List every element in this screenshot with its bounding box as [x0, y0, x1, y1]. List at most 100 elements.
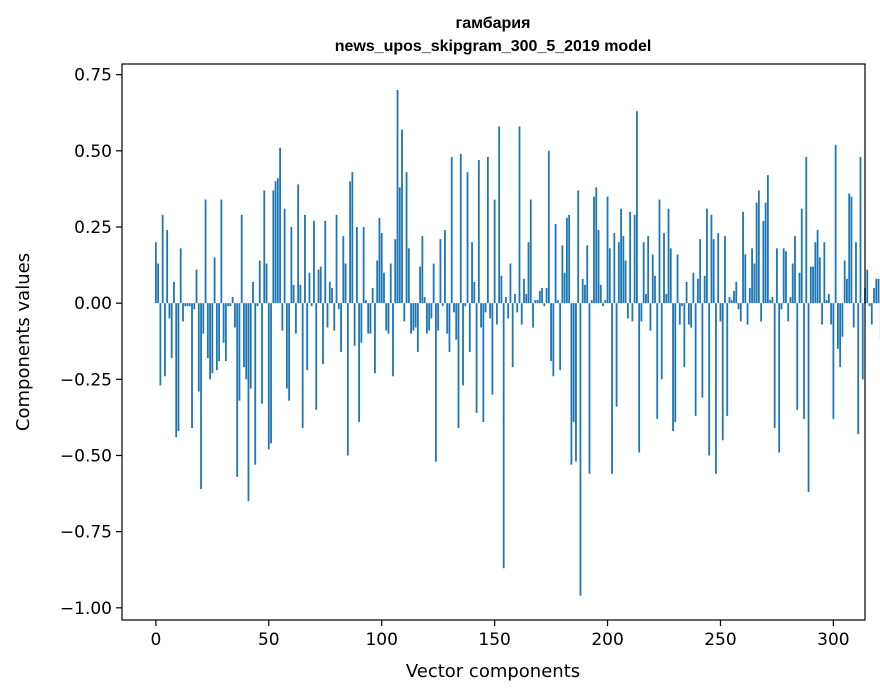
bar-component-15	[188, 303, 191, 307]
bar-component-113	[410, 303, 412, 334]
bar-component-167	[532, 303, 534, 328]
bar-component-150	[493, 199, 496, 304]
bar-component-298	[827, 294, 830, 304]
bar-component-216	[642, 242, 645, 304]
bar-component-121	[428, 303, 431, 331]
chart-title: гамбария	[456, 15, 531, 32]
bar-component-222	[656, 303, 659, 419]
bar-component-71	[315, 303, 318, 410]
bar-component-126	[439, 239, 442, 304]
bar-component-112	[407, 248, 410, 304]
bar-component-116	[416, 303, 419, 352]
bar-component-217	[645, 294, 647, 304]
bar-component-272	[769, 300, 772, 304]
bar-component-86	[349, 181, 351, 304]
bar-component-72	[317, 269, 320, 304]
bar-component-162	[520, 303, 523, 325]
bar-component-65	[301, 303, 304, 429]
bar-component-205	[617, 242, 620, 304]
bar-component-130	[448, 303, 451, 352]
bar-component-170	[538, 290, 541, 304]
bar-component-267	[757, 190, 760, 304]
bar-component-186	[575, 303, 577, 462]
bar-component-21	[202, 303, 205, 334]
bar-component-140	[471, 242, 473, 304]
bar-component-277	[780, 303, 783, 310]
bar-component-88	[353, 303, 356, 346]
bar-component-47	[261, 303, 263, 404]
bar-component-59	[288, 303, 291, 401]
bar-component-17	[193, 303, 196, 310]
y-tick-label: −0.25	[60, 370, 112, 390]
bar-component-39	[243, 303, 245, 368]
bar-component-67	[306, 303, 309, 371]
bar-component-271	[766, 175, 769, 304]
bar-component-274	[773, 303, 776, 429]
bar-component-109	[401, 129, 403, 304]
bar-component-263	[748, 287, 751, 304]
bar-component-241	[699, 239, 702, 304]
bar-component-9	[175, 303, 178, 438]
bar-component-224	[660, 303, 663, 380]
bar-component-192	[588, 303, 591, 474]
bar-component-98	[376, 260, 379, 304]
bar-component-14	[186, 303, 189, 307]
bar-component-169	[536, 300, 539, 304]
bar-component-302	[837, 303, 839, 349]
bar-component-8	[173, 281, 175, 304]
bar-component-50	[267, 303, 270, 450]
bar-component-139	[468, 303, 471, 352]
y-axis-ticks: −1.00 −0.75 −0.50 −0.25 0.00 0.25 0.50 0.75	[60, 66, 122, 619]
bar-component-23	[206, 303, 209, 358]
bar-component-100	[380, 233, 383, 304]
bar-component-211	[631, 303, 634, 322]
bar-component-30	[222, 303, 225, 343]
bar-component-106	[394, 239, 397, 304]
bar-component-22	[204, 199, 207, 304]
bar-component-68	[308, 272, 311, 304]
bar-component-227	[667, 208, 670, 304]
bar-component-28	[218, 303, 221, 362]
bar-component-12	[182, 303, 184, 322]
bar-component-35	[234, 303, 236, 328]
bar-component-93	[365, 300, 367, 304]
bar-component-25	[211, 303, 214, 374]
bar-component-134	[457, 303, 460, 429]
bar-component-64	[299, 284, 302, 304]
bar-component-52	[272, 190, 275, 304]
bar-component-223	[658, 199, 661, 304]
bar-component-74	[322, 303, 324, 365]
bar-component-41	[247, 303, 250, 502]
bar-component-31	[224, 303, 227, 362]
bar-component-29	[220, 199, 223, 304]
bar-component-172	[543, 303, 546, 307]
bar-component-316	[868, 303, 871, 307]
bar-component-63	[297, 184, 300, 304]
bar-component-184	[570, 303, 573, 465]
bar-component-70	[313, 220, 315, 304]
x-tick-label: 100	[365, 630, 397, 650]
x-tick-label: 150	[478, 630, 510, 650]
bar-component-154	[502, 303, 505, 569]
bar-component-252	[724, 236, 726, 304]
bar-component-183	[568, 214, 571, 304]
bar-component-284	[796, 303, 799, 410]
bar-component-3	[161, 214, 164, 304]
bar-component-288	[805, 156, 808, 304]
bar-component-248	[715, 303, 717, 474]
bar-component-108	[398, 187, 401, 304]
bar-component-155	[505, 297, 507, 304]
plot-area-frame	[121, 63, 866, 621]
bar-component-95	[369, 303, 372, 334]
bar-series	[154, 89, 880, 596]
bar-component-111	[405, 172, 408, 304]
bar-component-171	[541, 287, 543, 304]
bar-component-80	[335, 214, 338, 304]
bar-component-168	[534, 300, 537, 304]
bar-component-317	[870, 303, 873, 325]
bar-component-97	[374, 303, 376, 374]
bar-component-151	[495, 303, 498, 325]
bar-component-133	[455, 303, 458, 340]
